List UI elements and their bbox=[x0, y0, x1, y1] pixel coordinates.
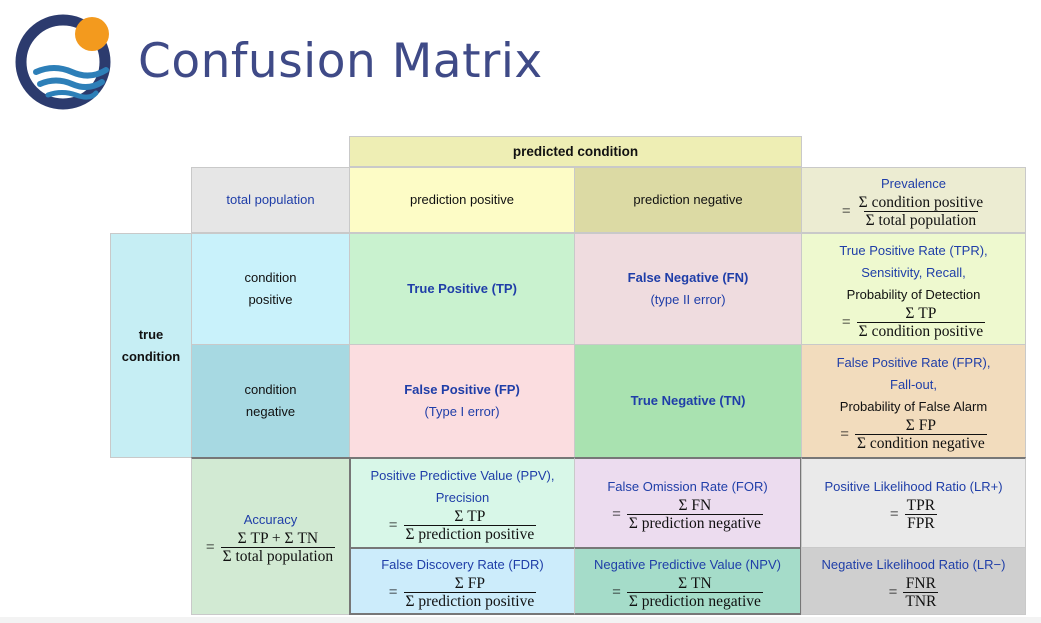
false-negative-label: False Negative (FN) bbox=[627, 270, 749, 285]
footer-band bbox=[0, 617, 1041, 623]
false-positive-note: (Type I error) bbox=[424, 404, 500, 419]
true-negative-cell: True Negative (TN) bbox=[574, 344, 802, 458]
fpr-probability: Probability of False Alarm bbox=[839, 398, 988, 414]
for-cell: False Omission Rate (FOR) = Σ FN Σ predic… bbox=[574, 457, 802, 548]
prevalence-cell: Prevalence = Σ condition positive Σ total… bbox=[801, 167, 1026, 233]
for-formula: = Σ FN Σ prediction negative bbox=[612, 496, 763, 532]
true-positive-cell: True Positive (TP) bbox=[349, 233, 575, 345]
tpr-cell: True Positive Rate (TPR), Sensitivity, R… bbox=[801, 233, 1026, 345]
tpr-probability: Probability of Detection bbox=[846, 286, 981, 302]
accuracy-cell: Accuracy = Σ TP + Σ TN Σ total population bbox=[191, 457, 350, 615]
prevalence-label: Prevalence bbox=[880, 175, 947, 191]
lr-negative-cell: Negative Likelihood Ratio (LR−) = FNR TNR bbox=[801, 547, 1026, 615]
lr-positive-formula: = TPR FPR bbox=[889, 496, 937, 532]
condition-positive-header: condition positive bbox=[191, 233, 350, 345]
false-positive-label: False Positive (FP) bbox=[404, 382, 520, 397]
fpr-formula: = Σ FP Σ condition negative bbox=[840, 416, 987, 452]
lr-positive-label: Positive Likelihood Ratio (LR+) bbox=[824, 478, 1003, 494]
fdr-cell: False Discovery Rate (FDR) = Σ FP Σ predi… bbox=[349, 547, 575, 615]
ppv-alias: Precision bbox=[435, 489, 490, 505]
false-negative-note: (type II error) bbox=[650, 292, 726, 307]
ppv-cell: Positive Predictive Value (PPV), Precisi… bbox=[349, 457, 575, 548]
lr-positive-cell: Positive Likelihood Ratio (LR+) = TPR FPR bbox=[801, 457, 1026, 548]
false-negative-cell: False Negative (FN) (type II error) bbox=[574, 233, 802, 345]
fdr-label: False Discovery Rate (FDR) bbox=[381, 556, 544, 572]
total-population-cell: total population bbox=[191, 167, 350, 233]
lr-negative-formula: = FNR TNR bbox=[888, 574, 939, 610]
fpr-cell: False Positive Rate (FPR), Fall-out, Pro… bbox=[801, 344, 1026, 458]
tpr-formula: = Σ TP Σ condition positive bbox=[841, 304, 986, 340]
ppv-formula: = Σ TP Σ prediction positive bbox=[388, 507, 537, 543]
accuracy-formula: = Σ TP + Σ TN Σ total population bbox=[205, 530, 336, 565]
npv-cell: Negative Predictive Value (NPV) = Σ TN Σ … bbox=[574, 547, 802, 615]
fdr-formula: = Σ FP Σ prediction positive bbox=[388, 574, 537, 610]
header: Confusion Matrix bbox=[0, 0, 1041, 120]
condition-negative-header: condition negative bbox=[191, 344, 350, 458]
accuracy-label: Accuracy bbox=[243, 512, 298, 527]
false-positive-cell: False Positive (FP) (Type I error) bbox=[349, 344, 575, 458]
prediction-negative-header: prediction negative bbox=[574, 167, 802, 233]
prevalence-formula: = Σ condition positive Σ total population bbox=[841, 193, 984, 229]
predicted-condition-header: predicted condition bbox=[349, 136, 802, 167]
for-label: False Omission Rate (FOR) bbox=[607, 478, 768, 494]
fpr-aliases: Fall-out, bbox=[890, 376, 937, 392]
tpr-aliases: Sensitivity, Recall, bbox=[861, 264, 966, 280]
true-condition-header: true condition bbox=[110, 233, 192, 458]
tpr-label: True Positive Rate (TPR), bbox=[839, 242, 988, 258]
npv-formula: = Σ TN Σ prediction negative bbox=[612, 574, 763, 610]
fpr-label: False Positive Rate (FPR), bbox=[836, 354, 991, 370]
npv-label: Negative Predictive Value (NPV) bbox=[594, 556, 781, 572]
lr-negative-label: Negative Likelihood Ratio (LR−) bbox=[821, 556, 1006, 572]
sun-over-sea-logo bbox=[15, 14, 111, 110]
prediction-positive-header: prediction positive bbox=[349, 167, 575, 233]
page-title: Confusion Matrix bbox=[138, 34, 543, 89]
ppv-label: Positive Predictive Value (PPV), bbox=[370, 467, 555, 483]
